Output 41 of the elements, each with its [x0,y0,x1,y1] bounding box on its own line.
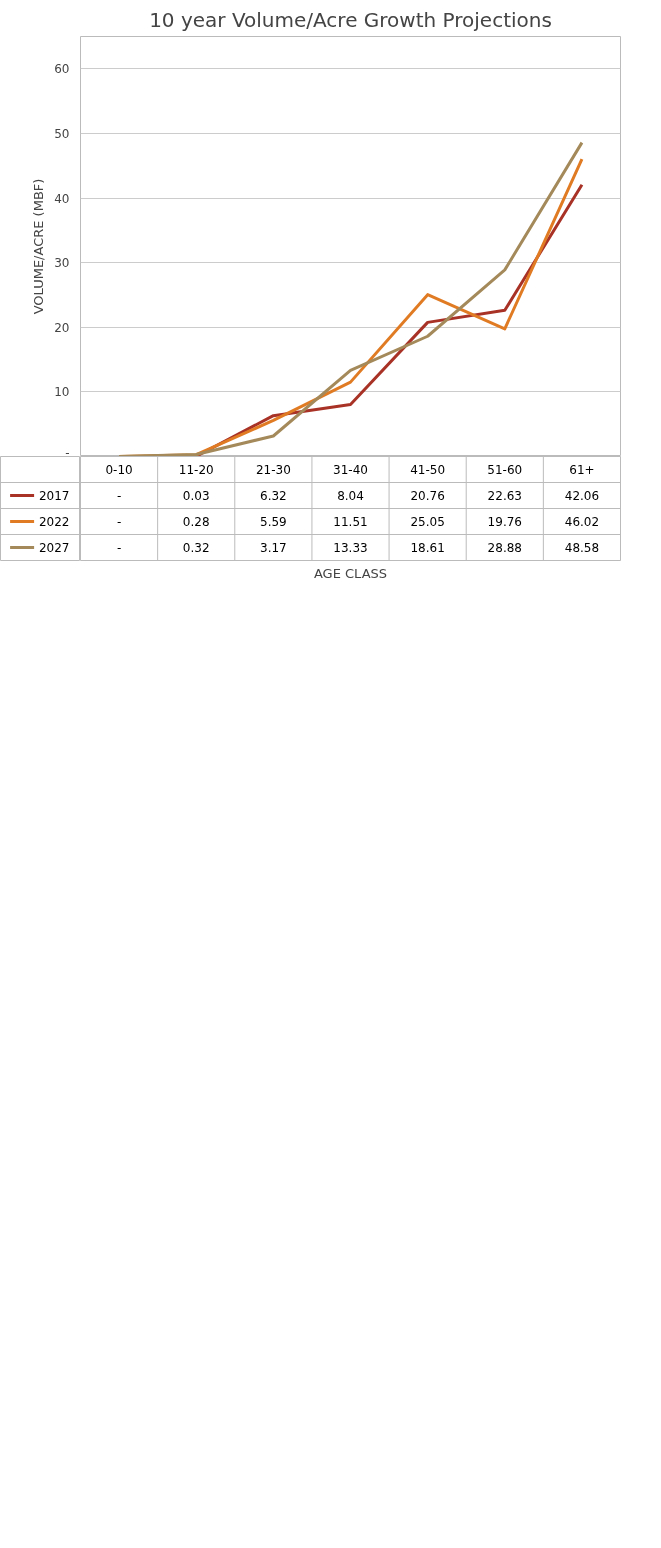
y-tick-label: - [65,445,70,460]
chart-title: 10 year Volume/Acre Growth Projections [149,7,552,32]
x-tick-label: 11-20 [178,463,214,477]
data-label: 5.59 [260,515,287,529]
data-label: 46.02 [564,515,600,529]
x-tick-label: 61+ [569,463,595,477]
y-tick-label: 20 [54,320,70,335]
data-label: - [116,541,122,555]
y-tick-label: 40 [54,191,70,206]
data-label: 18.61 [410,541,445,555]
data-label: 19.76 [487,515,522,529]
legend-label: 2027 [38,541,70,555]
y-tick-label: 50 [54,126,70,141]
data-label: 0.28 [182,515,210,529]
data-label: 3.17 [260,541,287,555]
x-tick-label: 21-30 [255,463,291,477]
y-axis-title: VOLUME/ACRE (MBF) [31,178,47,315]
data-label: 42.06 [564,489,600,503]
data-label: 20.76 [410,489,445,503]
data-label: 22.63 [487,489,522,503]
data-label: 11.51 [333,515,368,529]
y-tick-label: 30 [54,256,70,271]
data-label: - [116,515,122,529]
data-label: - [116,489,122,503]
x-tick-label: 41-50 [410,463,446,477]
data-label: 6.32 [260,489,287,503]
y-tick-label: 10 [54,385,70,400]
data-label: 28.88 [487,541,522,555]
data-label: 0.32 [182,541,210,555]
x-tick-label: 31-40 [333,463,368,477]
legend-label: 2017 [38,489,70,503]
data-label: 13.33 [333,541,368,555]
x-tick-label: 51-60 [487,463,523,477]
y-tick-label: 60 [54,62,70,77]
text: AGE CLASS [313,565,388,581]
data-label: 0.03 [182,489,210,503]
data-label: 25.05 [410,515,445,529]
data-label: 48.58 [564,541,600,555]
data-label: 8.04 [337,489,364,503]
legend-label: 2022 [38,515,70,529]
x-tick-label: 0-10 [105,463,133,477]
